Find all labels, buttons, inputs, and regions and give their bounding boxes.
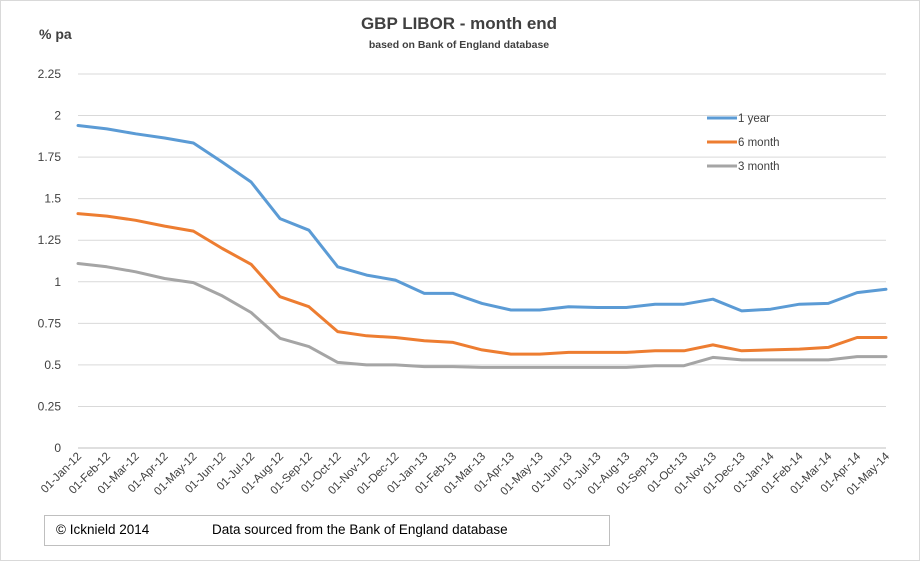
series-line-6-month: [76, 212, 888, 356]
gridlines: [78, 73, 886, 449]
footer-box: © Icknield 2014 Data sourced from the Ba…: [44, 515, 610, 546]
y-tick-label: 2.25: [38, 67, 62, 81]
legend-label: 3 month: [738, 161, 780, 173]
series-line-1-year: [76, 124, 888, 313]
y-axis-label: % pa: [39, 26, 72, 42]
series-lines: [76, 124, 888, 369]
legend-label: 6 month: [738, 137, 780, 149]
y-tick-label: 0.5: [44, 358, 61, 372]
y-tick-label: 1: [54, 275, 61, 289]
source-text: Data sourced from the Bank of England da…: [212, 522, 508, 537]
copyright-text: © Icknield 2014: [56, 522, 150, 537]
y-tick-label: 0.25: [38, 399, 62, 413]
chart-title: GBP LIBOR - month end: [361, 14, 557, 33]
y-tick-label: 2: [54, 109, 61, 123]
y-tick-label: 1.25: [38, 233, 62, 247]
y-tick-label: 1.5: [44, 192, 61, 206]
legend: 1 year 6 month 3 month: [707, 113, 780, 173]
y-tick-label: 0: [54, 441, 61, 455]
y-tick-label: 1.75: [38, 150, 62, 164]
y-tick-label: 0.75: [38, 316, 62, 330]
axes: 00.250.50.7511.251.51.7522.2501-Jan-1201…: [38, 67, 893, 498]
chart-subtitle: based on Bank of England database: [369, 39, 549, 51]
legend-label: 1 year: [738, 113, 770, 125]
series-line-3-month: [76, 262, 888, 369]
